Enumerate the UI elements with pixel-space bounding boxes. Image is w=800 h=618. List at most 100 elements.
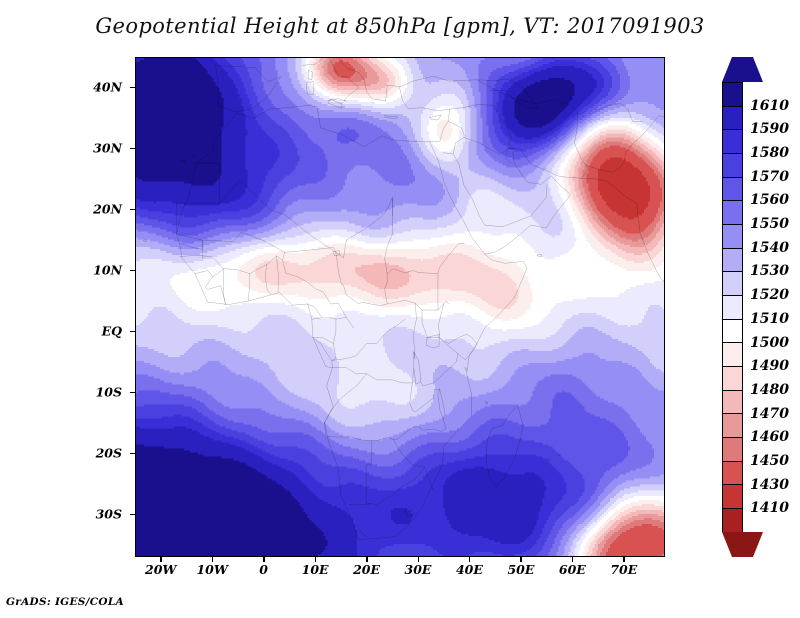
colorbar-segment [723, 83, 742, 107]
colorbar-tick-label: 1590 [750, 121, 789, 138]
colorbar-tick-label: 1560 [750, 192, 789, 209]
x-tick-mark [571, 557, 574, 562]
y-tick-label: 40N [93, 79, 122, 95]
y-tick-label: 10N [93, 262, 122, 278]
colorbar-segment [723, 509, 742, 533]
coastline-path [333, 251, 340, 256]
coastline-path [265, 264, 270, 294]
x-tick-mark [623, 557, 625, 562]
x-tick-label: 30E [404, 562, 432, 577]
coastline-path [586, 116, 664, 172]
coastline-path [486, 406, 523, 487]
coastline-path [443, 121, 464, 154]
coastline-path [422, 310, 439, 337]
coastline-path [405, 507, 415, 516]
coastline-path [328, 58, 359, 108]
y-tick-label: 20N [93, 201, 122, 217]
colorbar [722, 82, 743, 533]
coastline-path [181, 159, 185, 162]
coastline-path [574, 113, 588, 179]
x-tick-mark [366, 557, 368, 562]
coastline-path [421, 354, 458, 386]
colorbar-segment [723, 130, 742, 155]
colorbar-segment [723, 272, 742, 297]
colorbar-segment [723, 201, 742, 226]
coastline-path [325, 422, 372, 440]
coastline-path [195, 269, 223, 277]
coastline-path [435, 389, 440, 390]
colorbar-tick-label: 1500 [750, 334, 789, 351]
coastline-path [485, 148, 664, 281]
coastline-path [537, 255, 542, 257]
coastline-path [276, 256, 278, 292]
coastline-path [313, 337, 332, 360]
coastline-path [308, 70, 312, 80]
y-tick-mark [130, 208, 135, 211]
coastline-path [366, 438, 393, 504]
coastline-path [548, 459, 550, 461]
coastline-path [180, 240, 203, 249]
colorbar-tick-label: 1430 [750, 476, 789, 493]
colorbar-segment [723, 296, 742, 320]
coastline-path [312, 317, 346, 319]
colorbar-segment [723, 390, 742, 415]
coastline-overlay [136, 58, 664, 556]
y-tick-mark [130, 86, 135, 89]
coastline-path [438, 337, 476, 359]
coastline-path [393, 439, 432, 489]
coastline-path [490, 90, 643, 122]
y-tick-mark [130, 452, 135, 455]
colorbar-segment [723, 225, 742, 249]
colorbar-segment [723, 343, 742, 368]
y-tick-mark [130, 391, 135, 394]
coastline-path [393, 419, 446, 439]
colorbar-segment [723, 106, 742, 131]
coastline-path [426, 334, 439, 347]
colorbar-segment [723, 461, 742, 486]
y-tick-mark [130, 147, 135, 150]
coastline-path [414, 303, 417, 358]
colorbar-tick-label: 1570 [750, 168, 789, 185]
coastline-path [223, 269, 226, 305]
colorbar-tick-label: 1460 [750, 429, 789, 446]
x-tick-mark [520, 557, 522, 562]
y-tick-label: EQ [101, 323, 122, 339]
coastline-path [385, 198, 464, 274]
x-tick-label: 60E [558, 562, 586, 577]
x-tick-label: 10E [301, 562, 329, 577]
x-tick-label: 20E [353, 562, 381, 577]
y-tick-mark [130, 330, 135, 333]
x-tick-mark [263, 557, 265, 562]
coastline-path [205, 277, 226, 305]
coastline-path [203, 240, 285, 273]
colorbar-tick-label: 1510 [750, 310, 789, 327]
coastline-path [465, 368, 467, 371]
coastline-path [193, 156, 196, 157]
x-tick-label: 20W [145, 562, 177, 577]
colorbar-segment [723, 485, 742, 510]
coastline-path [303, 58, 400, 101]
coastline-path [176, 141, 527, 540]
coastline-path [332, 368, 412, 383]
coastline-path [144, 240, 147, 242]
coastline-path [336, 252, 449, 310]
x-tick-mark [160, 557, 162, 562]
y-tick-label: 20S [95, 445, 122, 461]
colorbar-segment [723, 248, 742, 273]
colorbar-tick-label: 1450 [750, 452, 789, 469]
plot-frame [135, 57, 665, 557]
coastline-svg [136, 58, 664, 556]
colorbar-tick-label: 1520 [750, 287, 789, 304]
coastline-path [385, 274, 388, 304]
coastline-path [438, 334, 477, 343]
credit-label: GrADS: IGES/COLA [6, 596, 124, 608]
coastline-path [464, 138, 513, 165]
coastline-path [344, 198, 393, 258]
y-tick-mark [130, 513, 135, 516]
map-plot-area [135, 57, 665, 557]
x-tick-mark [468, 557, 471, 562]
coastline-path [176, 180, 343, 258]
coastline-path [438, 389, 445, 419]
colorbar-segment [723, 367, 742, 391]
colorbar-tick-label: 1410 [750, 500, 789, 517]
